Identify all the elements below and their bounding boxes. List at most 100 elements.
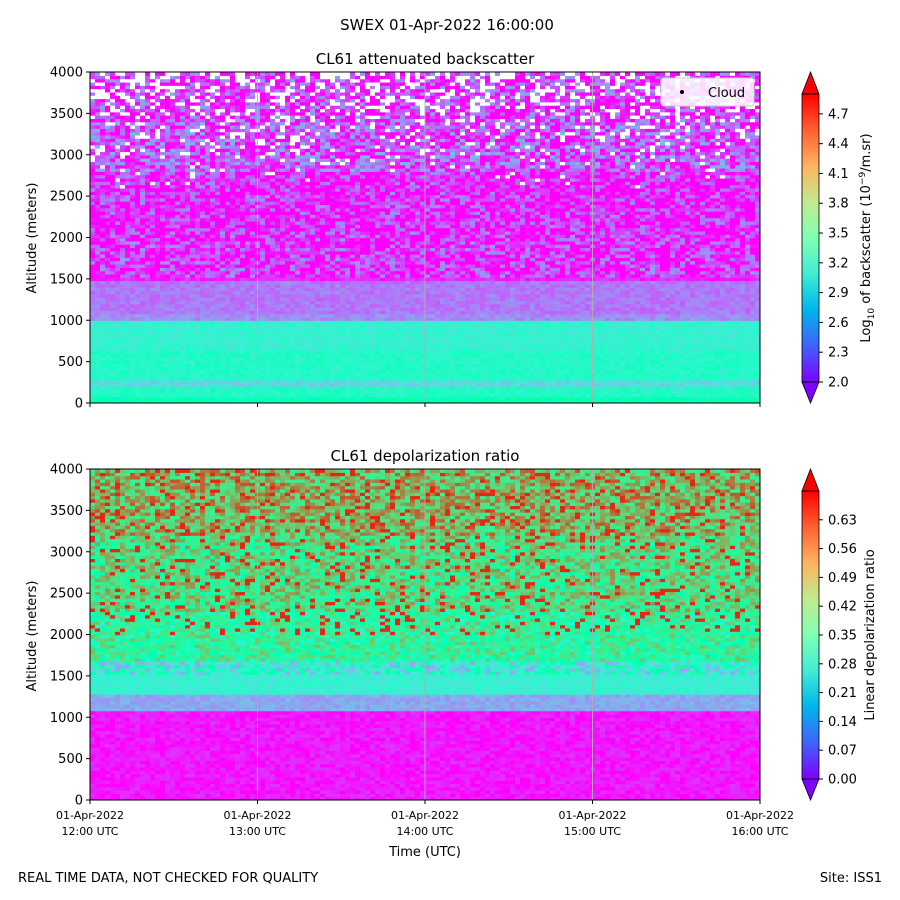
heatmap-cell: [95, 373, 101, 378]
heatmap-cell: [565, 346, 571, 351]
heatmap-cell: [605, 366, 611, 371]
heatmap-cell: [210, 350, 216, 354]
heatmap-cell: [210, 356, 216, 361]
heatmap-cell: [265, 359, 271, 364]
heatmap-cell: [670, 326, 676, 331]
heatmap-cell: [160, 336, 166, 341]
heatmap-cell: [550, 376, 556, 381]
heatmap-cell: [640, 340, 646, 345]
heatmap-cell: [385, 303, 391, 308]
heatmap-cell: [345, 326, 351, 331]
heatmap-cell: [705, 359, 711, 364]
heatmap-cell: [380, 333, 386, 338]
heatmap-cell: [160, 359, 166, 364]
heatmap-cell: [620, 300, 626, 305]
heatmap-cell: [330, 326, 336, 331]
heatmap-cell: [165, 307, 171, 311]
heatmap-cell: [245, 346, 251, 351]
heatmap-cell: [655, 316, 661, 321]
heatmap-cell: [525, 297, 531, 301]
heatmap-cell: [490, 373, 496, 378]
heatmap-cell: [315, 383, 321, 388]
heatmap-cell: [185, 320, 191, 325]
heatmap-cell: [665, 343, 671, 348]
heatmap-cell: [560, 366, 566, 371]
heatmap-cell: [110, 393, 116, 397]
heatmap-cell: [490, 326, 496, 331]
heatmap-cell: [655, 376, 661, 381]
heatmap-cell: [695, 333, 701, 338]
heatmap-cell: [445, 376, 451, 381]
heatmap-cell: [410, 323, 416, 328]
heatmap-cell: [310, 336, 316, 341]
heatmap-cell: [390, 350, 396, 354]
heatmap-cell: [365, 386, 371, 391]
heatmap-cell: [420, 343, 426, 348]
heatmap-cell: [245, 359, 251, 364]
heatmap-cell: [570, 310, 576, 315]
heatmap-cell: [230, 399, 236, 403]
heatmap-cell: [150, 320, 156, 325]
heatmap-cell: [445, 307, 451, 311]
heatmap-cell: [195, 366, 201, 371]
heatmap-cell: [580, 396, 586, 401]
heatmap-cell: [495, 346, 501, 351]
heatmap-cell: [340, 300, 346, 305]
heatmap-cell: [605, 373, 611, 378]
heatmap-cell: [425, 393, 431, 397]
heatmap-cell: [240, 389, 246, 394]
heatmap-cell: [180, 353, 186, 358]
heatmap-cell: [725, 313, 731, 318]
heatmap-cell: [310, 307, 316, 311]
heatmap-cell: [245, 297, 251, 301]
heatmap-cell: [665, 389, 671, 394]
heatmap-cell: [695, 366, 701, 371]
heatmap-cell: [360, 316, 366, 321]
heatmap-cell: [125, 307, 131, 311]
heatmap-cell: [375, 343, 381, 348]
heatmap-cell: [350, 336, 356, 341]
heatmap-cell: [185, 393, 191, 397]
heatmap-cell: [465, 359, 471, 364]
heatmap-cell: [390, 383, 396, 388]
heatmap-cell: [145, 359, 151, 364]
heatmap-cell: [750, 363, 756, 368]
heatmap-cell: [480, 316, 486, 321]
heatmap-cell: [215, 366, 221, 371]
heatmap-cell: [495, 343, 501, 348]
heatmap-cell: [285, 359, 291, 364]
heatmap-cell: [520, 373, 526, 378]
heatmap-cell: [405, 336, 411, 341]
heatmap-cell: [345, 310, 351, 315]
heatmap-cell: [550, 333, 556, 338]
heatmap-cell: [280, 376, 286, 381]
heatmap-cell: [475, 313, 481, 318]
heatmap-cell: [730, 326, 736, 331]
heatmap-cell: [700, 356, 706, 361]
heatmap-cell: [535, 350, 541, 354]
heatmap-cell: [100, 310, 106, 315]
heatmap-cell: [625, 359, 631, 364]
heatmap-cell: [275, 297, 281, 301]
heatmap-cell: [555, 386, 561, 391]
heatmap-cell: [175, 386, 181, 391]
heatmap-cell: [310, 389, 316, 394]
heatmap-cell: [320, 363, 326, 368]
heatmap-cell: [290, 336, 296, 341]
heatmap-cell: [730, 330, 736, 335]
heatmap-cell: [515, 336, 521, 341]
heatmap-cell: [355, 316, 361, 321]
heatmap-cell: [435, 366, 441, 371]
heatmap-cell: [130, 343, 136, 348]
heatmap-cell: [700, 350, 706, 354]
heatmap-cell: [295, 350, 301, 354]
heatmap-cell: [510, 399, 516, 403]
heatmap-cell: [385, 396, 391, 401]
heatmap-cell: [170, 379, 176, 384]
heatmap-cell: [110, 389, 116, 394]
heatmap-cell: [585, 310, 591, 315]
heatmap-cell: [660, 323, 666, 328]
heatmap-cell: [625, 300, 631, 305]
heatmap-cell: [215, 307, 221, 311]
heatmap-cell: [485, 396, 491, 401]
